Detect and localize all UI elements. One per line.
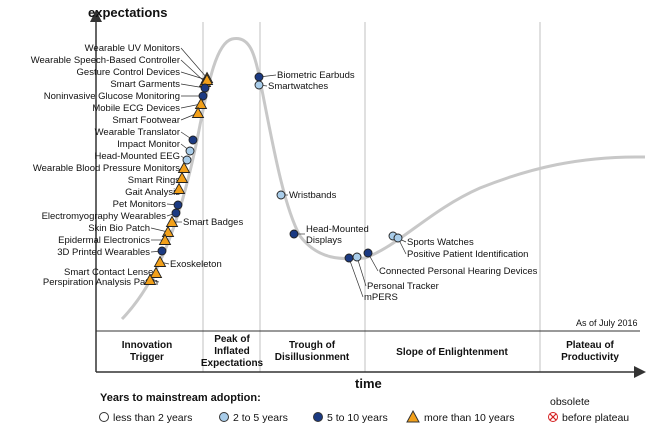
- technology-labels: Wearable UV Monitors Wearable Speech-Bas…: [31, 43, 538, 303]
- phase-peak-line2: Inflated: [214, 346, 250, 357]
- marker-exoskeleton: [153, 255, 167, 267]
- leader-wearable-speech-based-controller: [180, 59, 206, 83]
- phase-dividers: [202, 22, 541, 372]
- label-sports-watches: Sports Watches: [407, 237, 474, 248]
- legend-marker-triangle: [406, 409, 420, 423]
- marker-mobile-ecg-devices: [194, 97, 208, 109]
- marker-positive-patient-identification: [393, 233, 403, 243]
- legend-label-2: 5 to 10 years: [327, 412, 388, 424]
- marker-smart-rings: [175, 171, 189, 183]
- label-mpers: mPERS: [364, 292, 398, 303]
- legend-marker-circle-light: [219, 412, 229, 422]
- y-axis-title: expectations: [88, 5, 167, 20]
- label-exoskeleton: Exoskeleton: [170, 259, 222, 270]
- label-wearable-blood-pressure-monitors: Wearable Blood Pressure Monitors: [33, 163, 180, 174]
- marker-smart-contact-lenses: [149, 266, 163, 278]
- marker-mpers: [344, 253, 354, 263]
- marker-noninvasive-glucose-monitoring: [198, 91, 208, 101]
- label-mobile-ecg-devices: Mobile ECG Devices: [92, 103, 180, 114]
- marker-perspiration-analysis-patch: [143, 273, 157, 285]
- phase-plateau-line2: Productivity: [561, 352, 619, 363]
- legend-label-4a: obsolete: [550, 396, 590, 408]
- marker-skin-bio-patch: [161, 225, 175, 237]
- phase-innovation-trigger-line2: Trigger: [130, 352, 164, 363]
- marker-smart-badges: [165, 215, 179, 227]
- marker-personal-tracker: [352, 252, 362, 262]
- label-epidermal-electronics: Epidermal Electronics: [58, 235, 150, 246]
- label-pet-monitors: Pet Monitors: [113, 199, 167, 210]
- marker-wearable-translator: [188, 135, 198, 145]
- phase-plateau-line1: Plateau of: [566, 340, 614, 351]
- phase-trough-line1: Trough of: [289, 340, 336, 351]
- label-smart-garments: Smart Garments: [110, 79, 180, 90]
- marker-connected-personal-hearing-devices: [363, 248, 373, 258]
- legend-marker-cross: [548, 412, 558, 422]
- marker-impact-monitor: [185, 146, 195, 156]
- legend-label-1: 2 to 5 years: [233, 412, 288, 424]
- marker-wristbands: [276, 190, 286, 200]
- marker-gait-analysis: [172, 182, 186, 194]
- legend-label-3: more than 10 years: [424, 412, 514, 424]
- marker-smart-footwear: [191, 106, 205, 118]
- phase-innovation-trigger-line1: Innovation: [122, 340, 173, 351]
- label-connected-personal-hearing-devices: Connected Personal Hearing Devices: [379, 266, 538, 277]
- legend-marker-circle-dark: [313, 412, 323, 422]
- legend-title: Years to mainstream adoption:: [100, 392, 261, 404]
- phase-labels: Innovation Trigger Peak of Inflated Expe…: [122, 334, 620, 369]
- marker-smart-garments: [200, 83, 210, 93]
- legend-marker-circle-white: [99, 412, 109, 422]
- label-3d-printed-wearables: 3D Printed Wearables: [57, 247, 150, 258]
- phase-trough-line2: Disillusionment: [275, 352, 350, 363]
- as-of-label: As of July 2016: [576, 318, 638, 328]
- leader-wearable-uv-monitors: [180, 47, 208, 79]
- hype-curve: [120, 37, 646, 321]
- phase-peak-line3: Expectations: [201, 358, 264, 369]
- legend: Years to mainstream adoption: less than …: [99, 392, 629, 424]
- legend-label-4b: before plateau: [562, 412, 629, 424]
- marker-head-mounted-eeg: [182, 155, 192, 165]
- marker-biometric-earbuds: [254, 72, 264, 82]
- phase-peak-line1: Peak of: [214, 334, 250, 345]
- leader-gesture-control-devices: [180, 71, 208, 81]
- marker-pet-monitors: [173, 200, 183, 210]
- label-head-mounted-displays-1: Head-Mounted: [306, 224, 369, 235]
- label-perspiration-analysis-patch: Perspiration Analysis Patch: [43, 277, 158, 288]
- legend-label-0: less than 2 years: [113, 412, 192, 424]
- phase-slope-line1: Slope of Enlightenment: [396, 347, 508, 358]
- label-smartwatches: Smartwatches: [268, 81, 328, 92]
- leader-mpers: [348, 257, 364, 298]
- label-noninvasive-glucose-monitoring: Noninvasive Glucose Monitoring: [44, 91, 180, 102]
- label-gait-analysis: Gait Analysis: [125, 187, 180, 198]
- label-smart-badges: Smart Badges: [183, 217, 243, 228]
- label-personal-tracker: Personal Tracker: [367, 281, 439, 292]
- label-smart-contact-lenses: Smart Contact Lenses: [64, 267, 158, 278]
- label-wearable-speech-based-controller: Wearable Speech-Based Controller: [31, 55, 180, 66]
- leader-personal-tracker: [356, 256, 367, 287]
- label-skin-bio-patch: Skin Bio Patch: [88, 223, 150, 234]
- marker-wearable-blood-pressure-monitors: [177, 161, 191, 173]
- label-impact-monitor: Impact Monitor: [117, 139, 180, 150]
- technology-markers: [143, 71, 403, 285]
- label-head-mounted-displays-2: Displays: [306, 235, 342, 246]
- marker-electromyography-wearables: [171, 208, 181, 218]
- marker-head-mounted-displays: [289, 229, 299, 239]
- marker-3d-printed-wearables: [157, 246, 167, 256]
- label-wristbands: Wristbands: [289, 190, 337, 201]
- marker-epidermal-electronics: [158, 233, 172, 245]
- label-head-mounted-eeg: Head-Mounted EEG: [94, 151, 180, 162]
- label-wearable-uv-monitors: Wearable UV Monitors: [85, 43, 181, 54]
- label-gesture-control-devices: Gesture Control Devices: [77, 67, 181, 78]
- label-positive-patient-identification: Positive Patient Identification: [407, 249, 528, 260]
- marker-smartwatches: [254, 80, 264, 90]
- label-smart-footwear: Smart Footwear: [112, 115, 180, 126]
- x-axis-title: time: [355, 376, 382, 391]
- label-electromyography-wearables: Electromyography Wearables: [42, 211, 167, 222]
- label-smart-rings: Smart Rings: [128, 175, 181, 186]
- label-biometric-earbuds: Biometric Earbuds: [277, 70, 355, 81]
- label-wearable-translator: Wearable Translator: [95, 127, 180, 138]
